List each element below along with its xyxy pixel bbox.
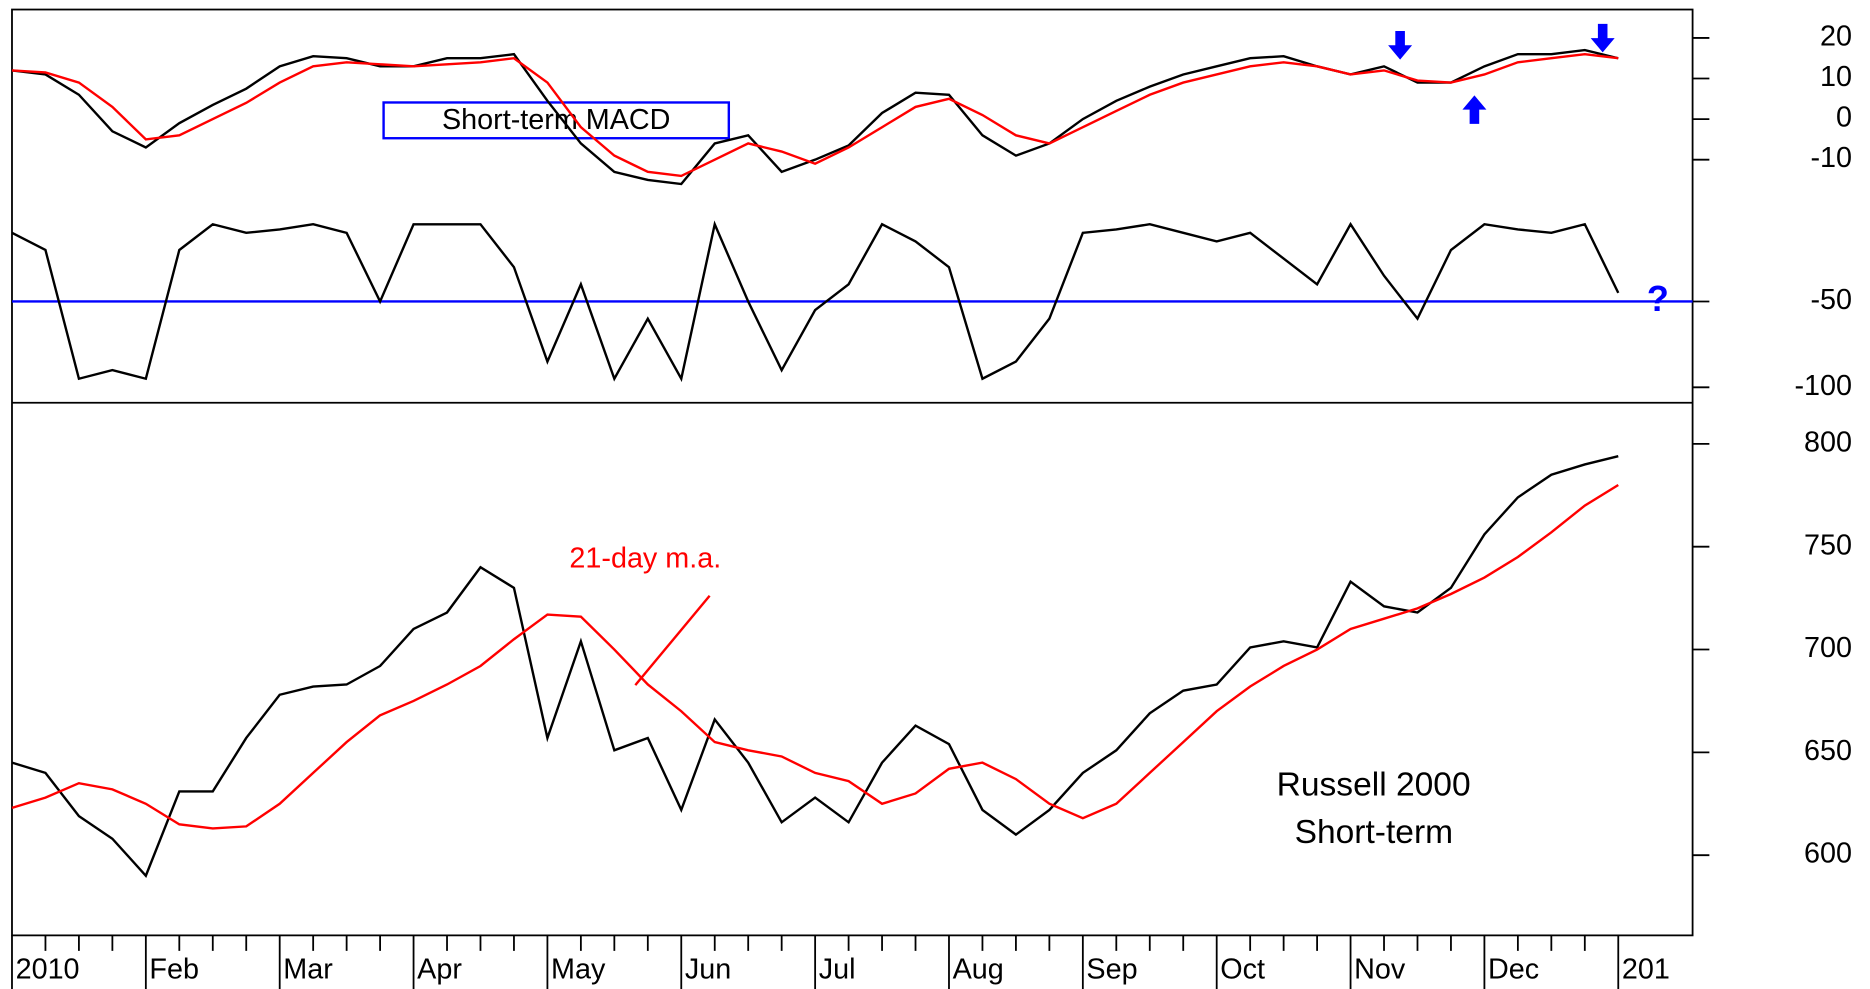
series-line — [11, 483, 1619, 830]
annotation-box — [382, 101, 731, 140]
up-arrow — [1462, 95, 1487, 124]
annotation: Short-term — [1295, 814, 1453, 851]
annotation: ? — [1647, 279, 1669, 319]
down-arrow — [1388, 30, 1413, 60]
x-tick-label: Mar — [283, 954, 333, 986]
signal-arrows — [1388, 23, 1615, 124]
y-tick-label: 700 — [1804, 632, 1852, 664]
plot-frame — [11, 8, 1694, 937]
x-tick-label: 2010 — [16, 954, 80, 986]
x-tick-label: 201 — [1622, 954, 1670, 986]
x-tick-label: Dec — [1488, 954, 1539, 986]
x-tick-label: May — [551, 954, 606, 986]
annotation: Short-term MACD — [442, 104, 670, 136]
x-tick-label: Oct — [1220, 954, 1265, 986]
series-line — [11, 52, 1619, 178]
y-tick-label: 750 — [1804, 529, 1852, 561]
x-tick-label: Nov — [1354, 954, 1406, 986]
x-tick-label: Jun — [685, 954, 731, 986]
annotation: 21-day m.a. — [569, 543, 721, 575]
y-tick-label: -50 — [1810, 284, 1852, 316]
series-line — [11, 220, 1620, 383]
down-arrow — [1590, 23, 1615, 53]
y-tick-label: 10 — [1820, 61, 1852, 93]
y-tick-label: 0 — [1836, 102, 1852, 134]
y-tick-label: -100 — [1794, 370, 1852, 402]
x-tick-label: Feb — [149, 954, 199, 986]
annotation: Russell 2000 — [1277, 766, 1471, 803]
x-tick-label: Apr — [417, 954, 462, 986]
annotation-pointer — [634, 595, 711, 686]
y-tick-label: 600 — [1804, 838, 1852, 870]
y-tick-label: 650 — [1804, 735, 1852, 767]
y-tick-label: -10 — [1810, 142, 1852, 174]
x-tick-label: Aug — [953, 954, 1004, 986]
x-tick-label: Sep — [1086, 954, 1137, 986]
y-tick-label: 20 — [1820, 21, 1852, 53]
series-line — [11, 455, 1619, 878]
y-tick-label: 800 — [1804, 427, 1852, 459]
x-tick-label: Jul — [819, 954, 856, 986]
